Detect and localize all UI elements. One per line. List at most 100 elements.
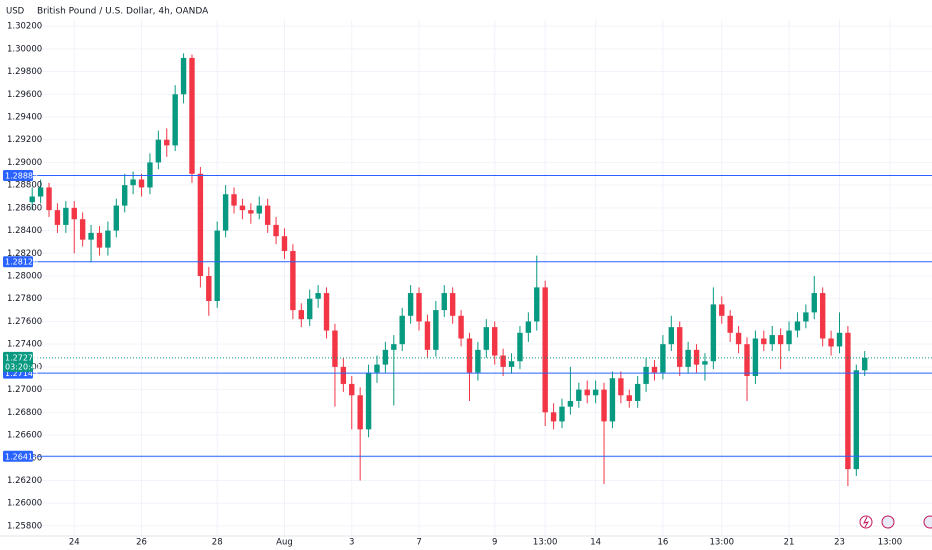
candle-body xyxy=(626,395,632,401)
candle-body xyxy=(29,196,35,203)
candle-body xyxy=(197,173,204,277)
event-icon[interactable] xyxy=(923,515,932,529)
y-tick-label: 1.27400 xyxy=(7,340,42,350)
event-icons[interactable] xyxy=(859,515,932,529)
candle-body xyxy=(164,139,170,146)
candle-body xyxy=(735,332,742,345)
candle-body xyxy=(155,139,162,163)
y-tick-label: 1.26200 xyxy=(7,476,42,486)
candle-body xyxy=(836,332,843,347)
x-tick-label: 24 xyxy=(69,538,80,548)
x-tick-label: 23 xyxy=(834,538,845,548)
y-tick-label: 1.29600 xyxy=(7,90,42,100)
candle-body xyxy=(416,293,422,322)
candle-body xyxy=(206,276,212,302)
plot xyxy=(28,20,932,535)
candle-body xyxy=(710,304,717,362)
candle-body xyxy=(189,57,195,174)
candle-body xyxy=(105,230,111,248)
candle-body xyxy=(500,355,506,367)
event-icon[interactable] xyxy=(859,515,873,529)
candle-body xyxy=(357,395,363,430)
candle-body xyxy=(138,179,145,188)
candle-body xyxy=(298,310,305,320)
candle-body xyxy=(651,366,658,373)
candle-body xyxy=(517,332,523,362)
y-tick-label: 1.27000 xyxy=(7,385,42,395)
candle-body xyxy=(845,332,851,470)
candle-body xyxy=(130,179,136,186)
y-tick-label: 1.30200 xyxy=(7,22,42,32)
level-label: 1.28126 xyxy=(5,258,38,267)
event-icon-glyph xyxy=(863,516,870,528)
candle-body xyxy=(63,207,69,225)
candle-body xyxy=(853,370,860,470)
y-tick-label: 1.28200 xyxy=(7,249,42,259)
x-tick-label: 28 xyxy=(212,538,223,548)
candle-body xyxy=(332,330,338,367)
candle-body xyxy=(567,400,574,407)
candle-body xyxy=(214,230,220,302)
candle-body xyxy=(79,219,86,240)
candle-body xyxy=(172,94,178,146)
candle-body xyxy=(744,344,750,376)
y-tick-label: 1.27600 xyxy=(7,317,42,327)
candle-body xyxy=(315,293,321,299)
y-tick-label: 1.27800 xyxy=(7,294,42,304)
candle-body xyxy=(349,383,355,396)
candle-body xyxy=(668,327,675,345)
level-label-box xyxy=(3,169,33,181)
candle-body xyxy=(441,293,447,311)
candle-body xyxy=(693,349,700,365)
candle-body xyxy=(88,232,94,240)
candle-body xyxy=(542,287,548,413)
candle-body xyxy=(290,251,296,311)
candle-body xyxy=(550,412,557,422)
candle-body xyxy=(399,315,405,345)
candle-body xyxy=(46,187,52,211)
candle-body xyxy=(374,364,380,373)
x-tick-label: 13:00 xyxy=(710,538,735,548)
candle-body xyxy=(433,310,439,350)
candle-body xyxy=(256,205,262,214)
candle-body xyxy=(803,312,809,322)
x-tick-label: 7 xyxy=(416,538,421,548)
x-tick-label: 21 xyxy=(784,538,795,548)
candle-body xyxy=(660,344,666,373)
y-tick-label: 1.28600 xyxy=(7,203,42,213)
candle-body xyxy=(475,349,481,373)
candle-body xyxy=(239,205,246,211)
candle-body xyxy=(96,232,103,248)
candle-body xyxy=(811,293,817,313)
candle-body xyxy=(584,389,590,396)
candle-body xyxy=(702,361,708,365)
candle-body xyxy=(727,315,733,333)
candle-body xyxy=(122,185,128,206)
candle-body xyxy=(264,205,271,225)
x-tick-label: 3 xyxy=(349,538,354,548)
x-tick-label: 13:00 xyxy=(878,538,903,548)
y-tick-label: 1.25800 xyxy=(7,521,42,531)
candle-body xyxy=(828,338,834,347)
y-tick-label: 1.30000 xyxy=(7,44,42,54)
candle-body xyxy=(449,293,456,316)
candle-body xyxy=(525,321,532,333)
level-label: 1.28885 xyxy=(5,171,38,180)
level-label: 1.26413 xyxy=(5,452,38,461)
candle-body xyxy=(222,194,229,231)
candle-body xyxy=(601,389,607,422)
currency-label: USD xyxy=(6,7,25,17)
candle-body xyxy=(424,321,431,350)
y-tick-label: 1.29400 xyxy=(7,112,42,122)
candle-body xyxy=(391,344,397,350)
candle-body xyxy=(180,57,187,95)
candle-body xyxy=(592,389,599,396)
chart-title: British Pound / U.S. Dollar, 4h, OANDA xyxy=(37,7,209,17)
candle-body xyxy=(634,383,641,401)
candle-body xyxy=(483,327,490,350)
current-price-box xyxy=(3,351,33,372)
event-icon[interactable] xyxy=(881,515,895,529)
y-tick-label: 1.26000 xyxy=(7,499,42,509)
candle-body xyxy=(281,236,288,252)
